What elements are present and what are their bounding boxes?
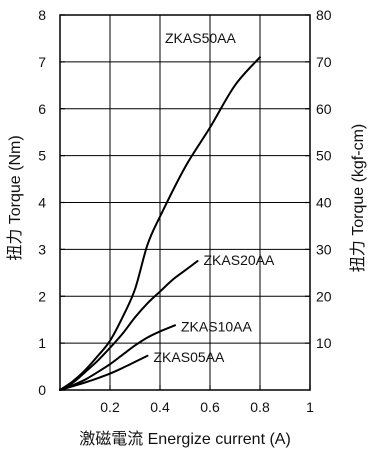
- x-tick-label: 0.8: [250, 399, 270, 415]
- x-tick-label: 1: [306, 399, 314, 415]
- series-layer: [59, 56, 261, 391]
- y-tick-label: 8: [38, 7, 46, 23]
- y-tick-label: 0: [38, 382, 46, 398]
- series-line-zkas20aa: [59, 260, 199, 391]
- y2-tick-label: 30: [316, 241, 332, 257]
- series-line-zkas05aa: [59, 354, 149, 391]
- grid-layer: [60, 15, 310, 390]
- x-tick-label: 0.2: [100, 399, 120, 415]
- series-label-zkas20aa: ZKAS20AA: [204, 252, 275, 268]
- x-axis-title: 激磁電流 Energize current (A): [79, 430, 291, 448]
- y2-tick-label: 40: [316, 195, 332, 211]
- series-label-zkas10aa: ZKAS10AA: [181, 318, 252, 334]
- y-tick-label: 2: [38, 288, 46, 304]
- y2-tick-label: 10: [316, 335, 332, 351]
- y-axis-title-left: 扭力 Torque (Nm): [6, 135, 24, 260]
- x-tick-label: 0.4: [150, 399, 170, 415]
- series-label-zkas50aa: ZKAS50AA: [165, 30, 236, 46]
- y2-tick-label: 70: [316, 54, 332, 70]
- y-tick-label: 1: [38, 335, 46, 351]
- series-line-zkas10aa: [59, 324, 176, 391]
- y-tick-label: 5: [38, 148, 46, 164]
- x-tick-label: 0.6: [200, 399, 220, 415]
- y-tick-label: 4: [38, 195, 46, 211]
- y-axis-title-right: 扭力 Torque (kgf-cm): [349, 124, 367, 272]
- y2-tick-label: 60: [316, 101, 332, 117]
- y2-tick-label: 80: [316, 7, 332, 23]
- series-label-zkas05aa: ZKAS05AA: [154, 349, 225, 365]
- y-tick-label: 6: [38, 101, 46, 117]
- series-line-zkas50aa: [59, 56, 261, 391]
- y-tick-label: 3: [38, 241, 46, 257]
- y2-tick-label: 50: [316, 148, 332, 164]
- labels-layer: 0 1 2 3 4 5 6 7 8 10 20 30 40 50 60 70 80 0.2 0.4 0.6 0.8 1 ZK…: [38, 7, 332, 415]
- y-tick-label: 7: [38, 54, 46, 70]
- y2-tick-label: 20: [316, 288, 332, 304]
- ticks-layer: [60, 14, 311, 391]
